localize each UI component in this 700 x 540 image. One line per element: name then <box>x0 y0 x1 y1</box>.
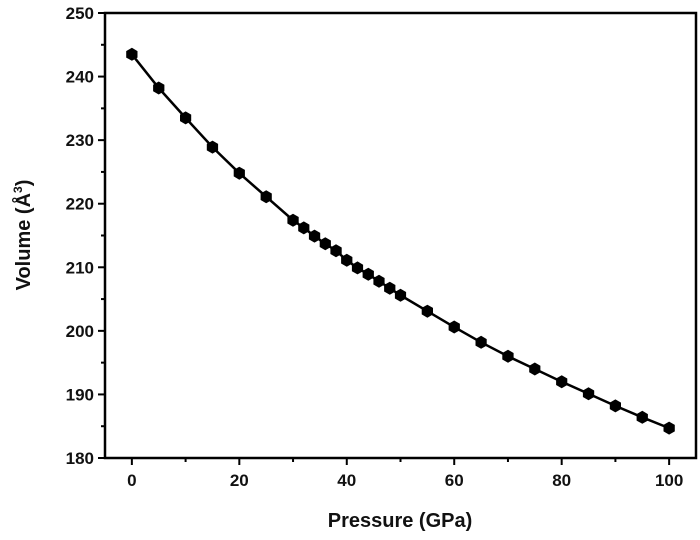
data-point <box>502 349 514 363</box>
data-point <box>206 140 219 154</box>
data-point <box>663 421 675 435</box>
data-point <box>287 213 299 227</box>
x-tick-label: 0 <box>127 471 136 490</box>
series-line <box>130 53 670 430</box>
data-point <box>126 47 138 61</box>
y-tick-label: 210 <box>66 258 94 277</box>
data-point <box>180 111 192 125</box>
x-tick-label: 40 <box>337 471 356 490</box>
data-point <box>319 237 331 251</box>
y-tick-label: 240 <box>66 68 94 87</box>
data-point <box>609 399 621 413</box>
x-tick-label: 80 <box>552 471 571 490</box>
data-point <box>308 229 321 243</box>
data-point <box>233 166 245 180</box>
x-axis-label: Pressure (GPa) <box>328 510 473 532</box>
data-point <box>330 244 342 258</box>
y-tick-label: 230 <box>66 131 94 150</box>
data-point <box>394 288 407 302</box>
series-markers <box>126 47 675 435</box>
y-axis-label: Volume (Å3) <box>11 180 35 291</box>
data-point <box>384 281 396 295</box>
data-point <box>153 81 165 95</box>
data-point <box>373 274 385 288</box>
plot-frame <box>103 11 698 460</box>
axis-ticks: 0 20 40 60 80 100 180 190 200 210 220 230 240 250 <box>66 4 684 490</box>
y-tick-label: 190 <box>66 385 94 404</box>
data-point <box>582 387 595 401</box>
data-point <box>529 362 541 376</box>
x-tick-label: 20 <box>230 471 249 490</box>
data-point <box>362 267 374 281</box>
y-tick-label: 250 <box>66 4 94 23</box>
data-point <box>298 221 310 235</box>
y-tick-label: 220 <box>66 195 94 214</box>
y-tick-label: 180 <box>66 449 94 468</box>
data-point <box>636 410 648 424</box>
x-tick-label: 100 <box>655 471 683 490</box>
data-point <box>351 261 364 275</box>
data-point <box>421 304 433 318</box>
data-point <box>556 375 568 389</box>
x-tick-label: 60 <box>445 471 464 490</box>
data-point <box>341 253 353 267</box>
data-point <box>475 335 487 349</box>
y-tick-label: 200 <box>66 322 94 341</box>
data-point <box>448 320 460 334</box>
data-point <box>260 190 272 204</box>
